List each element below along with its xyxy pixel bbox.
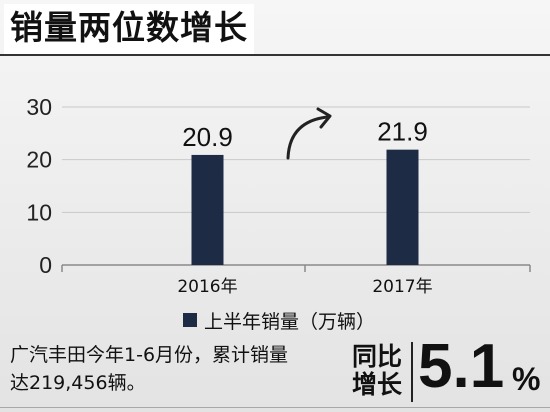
y-tick-label: 0	[39, 252, 52, 278]
growth-divider	[411, 342, 413, 402]
y-tick-label: 10	[26, 199, 52, 225]
legend-swatch	[183, 313, 197, 327]
trend-arrow-icon	[286, 107, 332, 160]
x-category-label: 2016年	[177, 277, 237, 297]
chart-title: 销量两位数增长	[10, 8, 248, 47]
growth-label-1: 同比	[352, 342, 403, 371]
legend-label: 上半年销量（万辆）	[204, 311, 375, 333]
y-tick-label: 30	[26, 94, 52, 120]
growth-label-2: 增长	[352, 370, 403, 399]
title-box	[4, 4, 254, 54]
growth-unit: %	[512, 361, 541, 397]
bar	[191, 154, 224, 265]
bottom-border	[0, 407, 550, 408]
summary-text-line1: 广汽丰田今年1-6月份，累计销量	[10, 344, 289, 366]
summary-text-line2: 达219,456辆。	[10, 372, 146, 394]
bar-value-label: 20.9	[182, 122, 233, 152]
bar	[386, 149, 419, 265]
y-tick-label: 20	[26, 147, 52, 173]
bar-value-label: 21.9	[377, 117, 428, 147]
growth-value: 5.1	[418, 332, 505, 401]
x-category-label: 2017年	[372, 277, 432, 297]
title-divider	[0, 54, 550, 56]
